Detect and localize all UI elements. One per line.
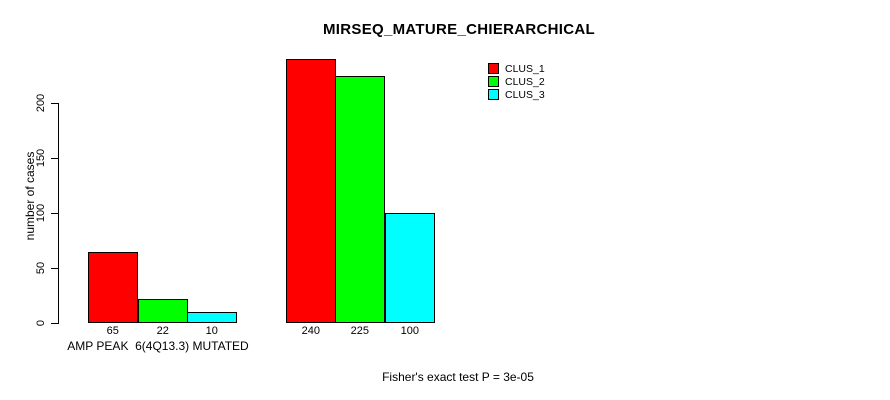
bar-value-label: 22 [156, 325, 169, 337]
bar-clus_3-group1 [187, 312, 237, 323]
bar-value-label: 240 [301, 325, 320, 337]
legend-label: CLUS_1 [505, 62, 545, 75]
legend-swatch-icon [488, 89, 499, 100]
legend-label: CLUS_3 [505, 88, 545, 101]
y-axis-line [58, 103, 59, 324]
y-axis-tick-label: 150 [35, 148, 47, 168]
bar-value-label: 10 [205, 325, 218, 337]
y-axis-tick [51, 323, 58, 324]
bar-clus_1-group2 [286, 59, 336, 323]
y-axis-tick [51, 158, 58, 159]
y-axis-tick-label: 100 [35, 203, 47, 223]
y-axis-tick [51, 268, 58, 269]
bar-clus_2-group1 [138, 299, 188, 323]
bar-value-label: 65 [106, 325, 119, 337]
bar-clus_2-group2 [335, 76, 385, 323]
legend-item-clus_2: CLUS_2 [488, 75, 545, 88]
legend-label: CLUS_2 [505, 75, 545, 88]
x-group-label: AMP PEAK 6(4Q13.3) MUTATED [67, 339, 249, 353]
chart-title: MIRSEQ_MATURE_CHIERARCHICAL [323, 21, 595, 38]
y-axis-tick [51, 103, 58, 104]
legend-item-clus_3: CLUS_3 [488, 88, 545, 101]
y-axis-tick-label: 0 [35, 319, 47, 327]
y-axis-tick-label: 200 [35, 93, 47, 113]
bar-clus_1-group1 [88, 252, 138, 323]
legend-swatch-icon [488, 76, 499, 87]
bar-value-label: 100 [400, 325, 419, 337]
subtitle-fisher-test: Fisher's exact test P = 3e-05 [382, 370, 534, 384]
y-axis-tick-label: 50 [35, 261, 47, 275]
legend-swatch-icon [488, 63, 499, 74]
legend: CLUS_1 CLUS_2 CLUS_3 [488, 62, 545, 101]
bar-value-label: 225 [350, 325, 369, 337]
legend-item-clus_1: CLUS_1 [488, 62, 545, 75]
y-axis-tick [51, 213, 58, 214]
bar-clus_3-group2 [385, 213, 435, 323]
